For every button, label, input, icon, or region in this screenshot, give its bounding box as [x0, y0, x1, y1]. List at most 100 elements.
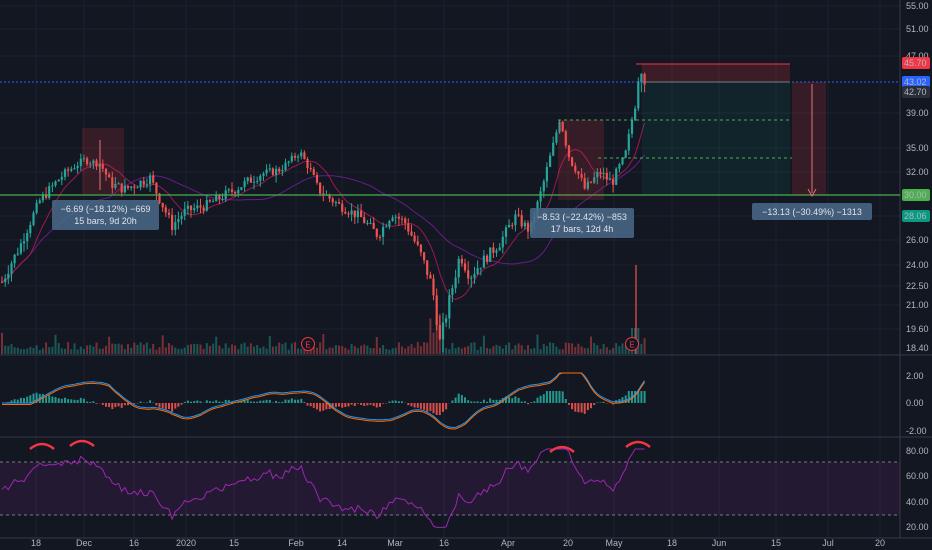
macd-histogram-bar: [249, 401, 252, 403]
macd-histogram-bar: [410, 403, 413, 407]
volume-bar: [549, 342, 552, 354]
rsi-pane[interactable]: [1, 439, 651, 528]
macd-histogram-bar: [240, 401, 243, 403]
volume-bar: [127, 344, 129, 354]
macd-histogram-bar: [79, 397, 82, 403]
price-tick-label: 19.60: [906, 324, 929, 334]
candle-body: [608, 179, 611, 181]
candle-body: [136, 187, 139, 189]
macd-tick-label: 2.00: [906, 371, 924, 381]
macd-histogram-bar: [533, 401, 536, 403]
macd-histogram-bar: [517, 397, 520, 403]
candle-body: [460, 258, 463, 264]
candle-body: [237, 189, 240, 194]
macd-histogram-bar: [218, 401, 221, 403]
macd-histogram-bar: [341, 403, 344, 408]
candle-body: [35, 202, 38, 213]
volume-bar: [221, 348, 224, 354]
candle-body: [612, 179, 615, 185]
candle-body: [243, 181, 246, 188]
macd-histogram-bar: [634, 391, 637, 403]
volume-bar: [105, 345, 107, 354]
measure-label-2-box: [530, 208, 634, 238]
volume-bar: [574, 346, 577, 354]
volume-bar: [621, 343, 624, 354]
volume-bar: [51, 346, 54, 354]
volume-bar: [533, 347, 536, 354]
macd-histogram-bar: [473, 401, 476, 403]
price-tick-label: 22.50: [906, 281, 929, 291]
volume-bar: [158, 347, 161, 354]
candle-body: [271, 168, 274, 175]
candle-body: [445, 318, 448, 323]
candle-body: [290, 155, 293, 162]
macd-histogram-bar: [139, 401, 142, 403]
price-tag-label: 45.70: [904, 58, 927, 68]
volume-bar: [599, 348, 602, 354]
volume-bar: [379, 347, 381, 354]
macd-histogram-bar: [268, 400, 271, 403]
volume-bar: [177, 348, 180, 354]
macd-histogram-bar: [577, 403, 580, 413]
volume-bar: [338, 345, 340, 354]
volume-bar: [391, 348, 394, 354]
volume-bar: [353, 346, 356, 354]
macd-pane[interactable]: [2, 372, 646, 430]
candle-body: [108, 174, 111, 178]
drawing-overlays[interactable]: [0, 63, 900, 200]
time-axis[interactable]: 18 Dec 16 2020 15 Feb 14 Mar 16 Apr 20 May 18 Jun 15 Ju…: [31, 538, 885, 548]
volume-bar: [54, 334, 57, 354]
candle-body: [70, 168, 73, 171]
candle-body: [498, 247, 501, 251]
macd-histogram-bar: [73, 399, 76, 403]
volume-bar: [32, 347, 35, 354]
candle-body: [278, 168, 281, 172]
candle-body: [19, 243, 22, 254]
candle-body: [382, 226, 385, 237]
macd-histogram-bar: [344, 403, 347, 407]
macd-histogram-bar: [593, 403, 596, 405]
macd-histogram-bar: [199, 401, 202, 403]
price-tag-label: 30.00: [904, 190, 927, 200]
volume-bar: [190, 344, 192, 354]
candle-body: [404, 218, 407, 224]
macd-histogram-bar: [571, 403, 574, 410]
candle-body: [60, 176, 63, 180]
volume-bar: [423, 342, 426, 354]
volume-bar: [319, 342, 322, 354]
volume-bar: [215, 336, 218, 354]
candle-body: [489, 247, 492, 262]
volume-bar: [356, 348, 359, 354]
volume-bar: [517, 343, 520, 354]
volume-bar: [205, 343, 208, 354]
candle-body: [375, 229, 378, 237]
candle-body: [215, 195, 218, 202]
measure-range-box: [82, 128, 124, 194]
macd-histogram-bar: [479, 401, 482, 403]
macd-histogram-bar: [243, 400, 246, 403]
candle-body: [259, 175, 262, 181]
candle-body: [423, 252, 426, 261]
volume-bar: [445, 348, 448, 354]
volume-bar: [451, 343, 454, 354]
candle-body: [432, 278, 435, 296]
macd-histogram-bar: [312, 403, 315, 408]
candle-body: [542, 181, 545, 192]
volume-bar: [265, 348, 268, 354]
volume-bar: [70, 349, 73, 354]
macd-histogram-bar: [145, 402, 148, 403]
time-tick-label: 14: [337, 538, 347, 548]
price-tag: [902, 210, 930, 222]
candle-body: [29, 225, 32, 234]
volume-bar: [602, 344, 605, 354]
macd-histogram-bar: [161, 403, 164, 409]
volume-bar: [10, 343, 13, 354]
volume-bar: [476, 349, 479, 354]
volume-bar: [4, 345, 7, 354]
volume-bar: [457, 347, 460, 354]
macd-histogram-bar: [435, 403, 438, 415]
candle-body: [366, 223, 369, 224]
